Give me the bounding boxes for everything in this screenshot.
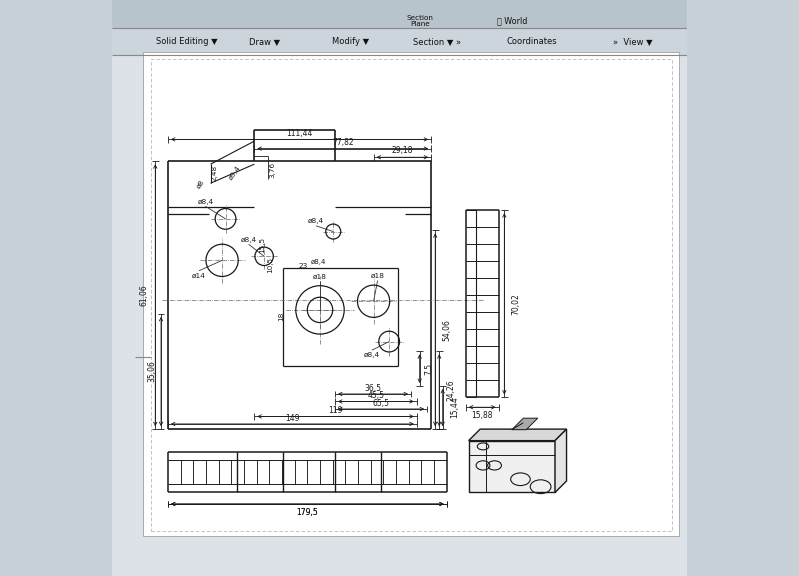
Text: Modify ▼: Modify ▼ — [332, 37, 369, 46]
Polygon shape — [469, 441, 555, 492]
FancyBboxPatch shape — [112, 28, 687, 55]
Polygon shape — [469, 429, 566, 441]
Text: Solid Editing ▼: Solid Editing ▼ — [156, 37, 217, 46]
Text: ø8,4: ø8,4 — [197, 199, 213, 204]
Text: 10,5: 10,5 — [268, 257, 273, 273]
Text: ⭘ World: ⭘ World — [497, 17, 527, 26]
Text: 7,5: 7,5 — [424, 362, 433, 375]
FancyBboxPatch shape — [112, 55, 687, 576]
Text: 35,06: 35,06 — [147, 361, 157, 382]
Text: 15,5: 15,5 — [260, 237, 265, 253]
Text: 77,82: 77,82 — [332, 138, 354, 147]
Text: 111,44: 111,44 — [286, 128, 312, 138]
Text: 18: 18 — [278, 312, 284, 321]
Text: ø8,4: ø8,4 — [308, 218, 324, 224]
Text: 15,44: 15,44 — [450, 397, 459, 418]
Text: 179,5: 179,5 — [296, 508, 318, 517]
Text: 149: 149 — [285, 414, 300, 423]
Text: ø18: ø18 — [313, 274, 327, 279]
Polygon shape — [512, 418, 538, 430]
Text: 70,02: 70,02 — [511, 293, 520, 314]
Text: 119: 119 — [328, 406, 343, 415]
Text: ø8,4: ø8,4 — [240, 237, 256, 242]
Text: 3,76: 3,76 — [270, 162, 276, 178]
Text: Section ▼ »: Section ▼ » — [413, 37, 461, 46]
Text: Coordinates: Coordinates — [507, 37, 557, 46]
Text: 29,18: 29,18 — [392, 146, 413, 156]
Text: Plane: Plane — [410, 21, 430, 27]
Text: ø8,4: ø8,4 — [311, 259, 327, 265]
Text: 36,5: 36,5 — [364, 384, 381, 393]
Text: Draw ▼: Draw ▼ — [248, 37, 280, 46]
Text: Section: Section — [406, 16, 433, 21]
Text: 61,06: 61,06 — [139, 285, 149, 306]
Text: ø8: ø8 — [196, 179, 206, 190]
FancyBboxPatch shape — [112, 0, 687, 28]
Text: ø8,4: ø8,4 — [364, 352, 380, 358]
Text: 2,48: 2,48 — [211, 165, 217, 181]
Text: 54,06: 54,06 — [442, 319, 451, 340]
Text: 24,26: 24,26 — [447, 380, 455, 401]
Text: 23: 23 — [299, 263, 308, 269]
Text: ø14: ø14 — [192, 272, 206, 278]
Text: 179,5: 179,5 — [296, 507, 318, 517]
Text: »  View ▼: » View ▼ — [613, 37, 653, 46]
Text: 65,5: 65,5 — [372, 399, 390, 408]
Text: ø9,4: ø9,4 — [229, 165, 242, 181]
Text: ø18: ø18 — [371, 273, 384, 279]
Text: 45,5: 45,5 — [368, 391, 384, 400]
Polygon shape — [555, 429, 566, 492]
FancyBboxPatch shape — [143, 52, 679, 536]
Text: 15,88: 15,88 — [471, 411, 493, 420]
